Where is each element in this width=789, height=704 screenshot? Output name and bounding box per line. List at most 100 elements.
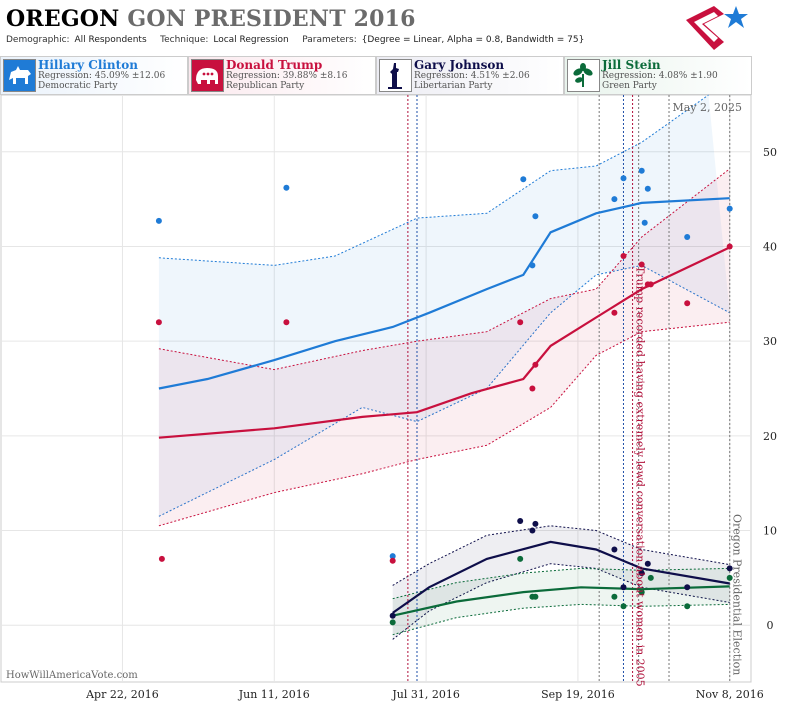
confidence-upper-line <box>158 94 709 266</box>
candidate-regression: Regression: 39.88% ±8.16 <box>226 71 348 81</box>
poll-point <box>638 570 645 577</box>
poll-point <box>611 309 618 316</box>
x-tick-label: Sep 19, 2016 <box>541 688 615 701</box>
title-rest: GON PRESIDENT 2016 <box>127 6 416 32</box>
donkey-icon <box>3 59 36 92</box>
poll-point <box>389 619 396 626</box>
candidate-party: Democratic Party <box>38 81 118 91</box>
poll-point <box>389 557 396 564</box>
poll-point <box>611 196 618 203</box>
y-tick-label: 30 <box>763 335 777 348</box>
candidate-legend: Hillary Clinton Regression: 45.09% ±12.0… <box>0 56 789 95</box>
poll-point <box>520 176 527 183</box>
poll-point <box>517 555 524 562</box>
poll-point <box>529 385 536 392</box>
x-axis: Apr 22, 2016 Jun 11, 2016 Jul 31, 2016 Sep … <box>85 688 764 701</box>
x-tick-label: Nov 8, 2016 <box>696 688 764 701</box>
confidence-lower-line <box>392 563 730 640</box>
poll-point <box>529 262 536 269</box>
poll-point <box>644 185 651 192</box>
poll-point <box>638 589 645 596</box>
y-tick-label: 0 <box>767 619 774 632</box>
demographic-label: Demographic: <box>6 35 70 45</box>
candidate-regression: Regression: 45.09% ±12.06 <box>38 71 166 81</box>
y-tick-label: 50 <box>763 146 777 159</box>
candidate-party: Green Party <box>602 81 657 91</box>
poll-point <box>529 527 536 534</box>
poll-point <box>611 593 618 600</box>
x-tick-label: Jun 11, 2016 <box>238 688 310 701</box>
poll-point <box>647 574 654 581</box>
candidate-name: Jill Stein <box>602 58 661 72</box>
candidate-card-clinton[interactable]: Hillary Clinton Regression: 45.09% ±12.0… <box>0 56 188 95</box>
poll-point <box>684 603 691 610</box>
candidate-name: Gary Johnson <box>414 58 505 72</box>
candidate-name: Hillary Clinton <box>38 58 138 72</box>
technique-label: Technique: <box>160 35 209 45</box>
candidate-card-stein[interactable]: Jill Stein Regression: 4.08% ±1.90 Green… <box>564 56 752 95</box>
poll-point <box>644 560 651 567</box>
parameters-value: {Degree = Linear, Alpha = 0.8, Bandwidth… <box>361 35 585 45</box>
candidate-party: Republican Party <box>226 81 305 91</box>
poll-point <box>726 565 733 572</box>
y-tick-label: 10 <box>763 525 777 538</box>
parameters-label: Parameters: <box>302 35 357 45</box>
poll-point <box>620 584 627 591</box>
poll-point <box>283 319 290 326</box>
confidence-band <box>392 568 730 635</box>
plot-area <box>0 94 752 683</box>
poll-chart: 0 10 20 30 40 50 Apr 22, 2016 Jun 11, 2016 Jul … <box>0 94 777 701</box>
poll-point <box>684 234 691 240</box>
annotations: Trump recorded having extremely lewd con… <box>634 266 744 687</box>
poll-points <box>155 167 733 626</box>
candidate-card-johnson[interactable]: Gary Johnson Regression: 4.51% ±2.06 Lib… <box>376 56 564 95</box>
candidate-party: Libertarian Party <box>414 81 493 91</box>
x-tick-label: Apr 22, 2016 <box>85 688 159 701</box>
poll-point <box>158 555 165 562</box>
poll-point <box>684 584 691 591</box>
poll-point <box>726 205 733 212</box>
poll-point <box>517 319 524 326</box>
poll-point <box>611 546 618 553</box>
confidence-band <box>158 168 730 526</box>
poll-point <box>155 217 162 224</box>
poll-point <box>620 253 627 259</box>
candidate-regression: Regression: 4.08% ±1.90 <box>602 71 718 81</box>
event-lines <box>407 95 731 682</box>
poll-point <box>389 612 396 619</box>
candidate-name: Donald Trump <box>226 58 323 72</box>
annotation-label: Trump recorded having extremely lewd con… <box>634 266 647 687</box>
poll-point <box>638 167 645 174</box>
x-tick-label: Jul 31, 2016 <box>391 688 460 701</box>
trend-lines <box>158 197 731 617</box>
trend-line <box>392 540 730 614</box>
demographic-value: All Respondents <box>74 35 147 45</box>
poll-point <box>532 593 539 600</box>
y-tick-label: 20 <box>763 430 777 443</box>
poll-point <box>155 319 162 326</box>
y-axis: 0 10 20 30 40 50 <box>763 146 777 632</box>
poll-point <box>684 300 691 307</box>
technique-value: Local Regression <box>213 35 289 45</box>
poll-point <box>726 574 733 581</box>
poll-point <box>283 184 290 191</box>
poll-point <box>647 281 654 288</box>
poll-point <box>620 175 627 182</box>
statue-of-liberty-icon <box>379 59 412 92</box>
annotation-label: Oregon Presidential Election <box>731 514 744 675</box>
poll-point <box>620 603 627 610</box>
poll-point <box>726 243 733 250</box>
elephant-icon <box>191 59 224 92</box>
poll-point <box>638 261 645 268</box>
page-title: OREGON GON PRESIDENT 2016 <box>6 6 416 32</box>
title-state: OREGON <box>6 6 120 32</box>
plant-icon <box>567 59 600 92</box>
poll-point <box>532 520 539 527</box>
parameters-line: Demographic: All Respondents Technique: … <box>6 35 586 45</box>
candidate-regression: Regression: 4.51% ±2.06 <box>414 71 530 81</box>
candidate-card-trump[interactable]: Donald Trump Regression: 39.88% ±8.16 Re… <box>188 56 376 95</box>
trend-line <box>158 197 730 390</box>
poll-point <box>517 518 524 524</box>
confidence-band <box>392 525 730 640</box>
site-logo-icon <box>686 6 748 50</box>
